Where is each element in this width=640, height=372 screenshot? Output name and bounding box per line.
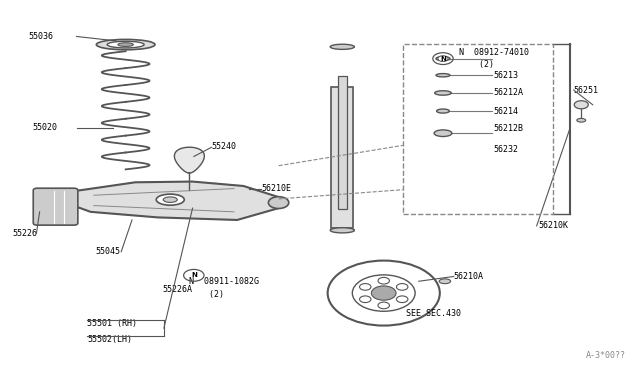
Text: 55045: 55045 xyxy=(96,247,121,256)
Ellipse shape xyxy=(435,91,451,95)
Text: N: N xyxy=(440,56,446,62)
Text: 56212A: 56212A xyxy=(493,89,524,97)
Ellipse shape xyxy=(436,74,450,77)
Circle shape xyxy=(438,56,448,61)
Text: N  08912-74010: N 08912-74010 xyxy=(459,48,529,57)
Circle shape xyxy=(268,197,289,209)
Ellipse shape xyxy=(118,43,133,46)
Bar xyxy=(403,44,552,214)
Text: N: N xyxy=(191,272,196,278)
Text: 56214: 56214 xyxy=(493,106,518,116)
Text: 56251: 56251 xyxy=(573,86,598,94)
Ellipse shape xyxy=(107,41,144,48)
Ellipse shape xyxy=(434,130,452,137)
Text: (2): (2) xyxy=(189,291,225,299)
Ellipse shape xyxy=(436,109,449,113)
Bar xyxy=(332,87,353,228)
Polygon shape xyxy=(45,182,278,220)
Ellipse shape xyxy=(330,44,355,49)
FancyBboxPatch shape xyxy=(33,188,78,225)
Text: (2): (2) xyxy=(459,60,494,69)
Text: 56210K: 56210K xyxy=(538,221,568,230)
Polygon shape xyxy=(174,147,204,173)
Ellipse shape xyxy=(163,197,177,202)
Circle shape xyxy=(371,286,396,300)
Ellipse shape xyxy=(436,57,450,61)
Text: A-3*00??: A-3*00?? xyxy=(586,351,626,360)
Text: N  08911-1082G: N 08911-1082G xyxy=(189,278,259,286)
Text: 56232: 56232 xyxy=(493,145,518,154)
Ellipse shape xyxy=(577,118,586,122)
Bar xyxy=(338,76,347,209)
Text: 55226A: 55226A xyxy=(162,285,192,294)
Text: 55240: 55240 xyxy=(212,142,237,151)
Text: SEE SEC.430: SEE SEC.430 xyxy=(406,309,461,318)
Text: 56210E: 56210E xyxy=(261,185,291,193)
Text: 56210A: 56210A xyxy=(454,272,484,281)
Text: 55502(LH): 55502(LH) xyxy=(88,335,132,344)
Text: 56213: 56213 xyxy=(493,71,518,80)
Text: 56212B: 56212B xyxy=(493,124,524,133)
Ellipse shape xyxy=(156,194,184,205)
Text: 55036: 55036 xyxy=(28,32,53,41)
Text: 55226: 55226 xyxy=(13,229,38,238)
Ellipse shape xyxy=(330,228,355,233)
Text: 55501 (RH): 55501 (RH) xyxy=(88,319,138,328)
Text: 55020: 55020 xyxy=(32,123,57,132)
Ellipse shape xyxy=(439,279,451,284)
Ellipse shape xyxy=(97,39,155,50)
Ellipse shape xyxy=(574,101,588,109)
